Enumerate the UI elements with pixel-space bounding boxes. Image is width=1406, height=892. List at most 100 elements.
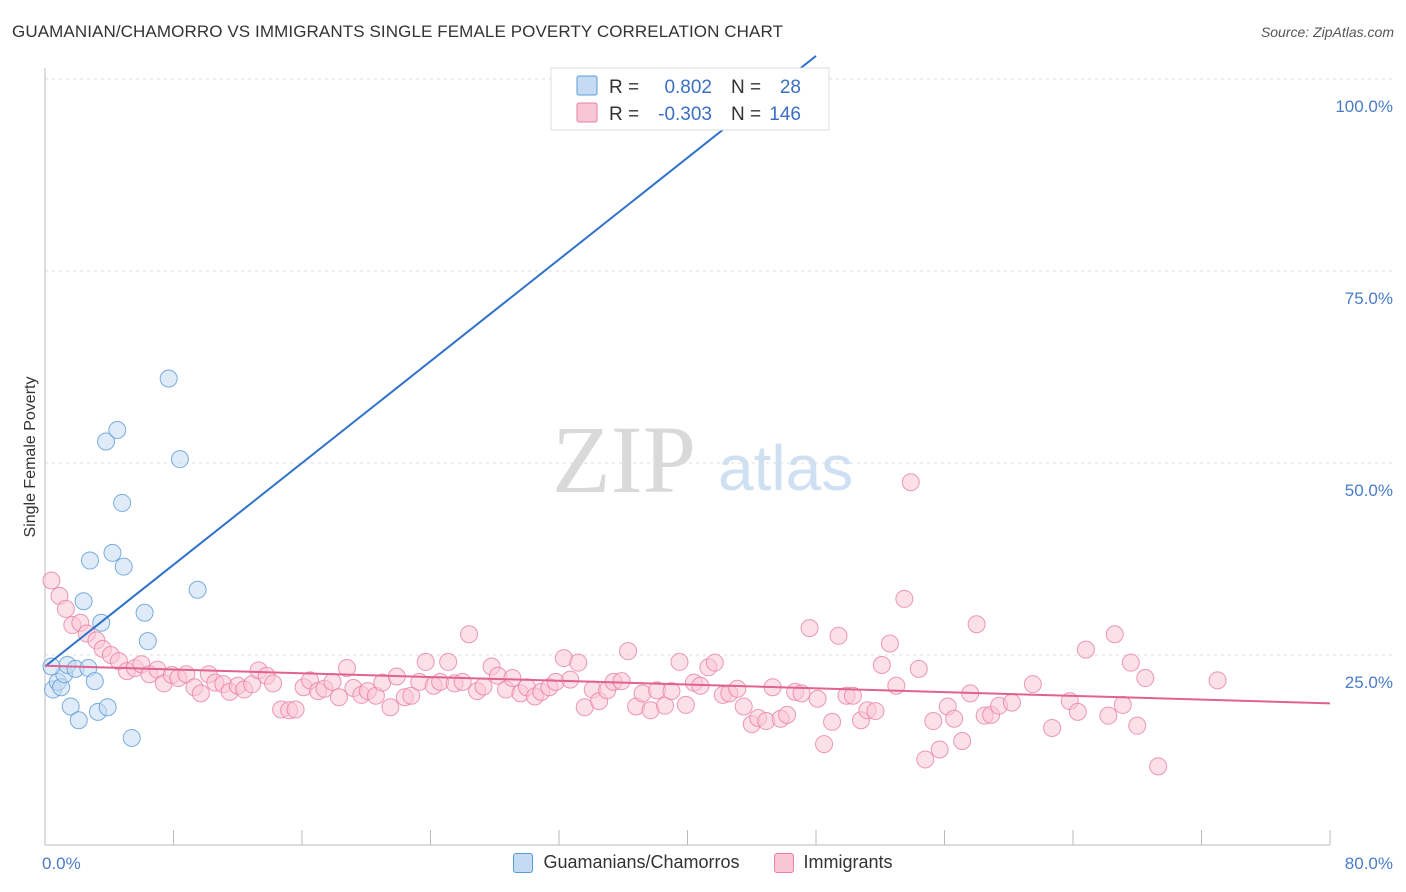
x-tick-label-left: 0.0%	[42, 854, 81, 873]
guamanian-point	[61, 697, 80, 716]
immigrants-point	[191, 684, 210, 703]
immigrants-point	[453, 672, 472, 691]
guamanian-point	[114, 557, 133, 576]
guamanian-point	[74, 592, 93, 611]
immigrants-point	[569, 653, 588, 672]
y-tick-label: 50.0%	[1345, 481, 1393, 500]
y-tick-label: 25.0%	[1345, 673, 1393, 692]
gridlines	[45, 78, 1392, 656]
immigrants-point	[895, 589, 914, 608]
immigrants-point	[792, 684, 811, 703]
x-tick-label-right: 80.0%	[1345, 854, 1393, 873]
immigrants-point	[56, 599, 75, 618]
guamanian-trend-line	[44, 55, 817, 668]
immigrants-point	[402, 686, 421, 705]
guamanian-point	[98, 698, 117, 717]
immigrants-point	[1208, 671, 1227, 690]
legend-swatch-icon	[773, 852, 794, 873]
immigrants-point	[909, 659, 928, 678]
legend-n-label-1: N =	[731, 77, 761, 98]
immigrants-point	[286, 700, 305, 719]
legend-label-guamanians: Guamanians/Chamorros	[543, 852, 740, 872]
guamanian-point	[159, 369, 178, 388]
immigrants-point	[416, 652, 435, 671]
y-axis-label: Single Female Poverty	[22, 377, 39, 538]
legend-n-value-1: 28	[780, 77, 801, 98]
immigrants-point	[916, 750, 935, 769]
immigrants-point	[1076, 640, 1095, 659]
trend-lines	[44, 55, 1331, 705]
immigrants-point	[945, 709, 964, 728]
guamanian-point	[138, 632, 157, 651]
legend-r-value-1: 0.802	[664, 77, 712, 98]
immigrants-point	[1068, 702, 1087, 721]
immigrants-point	[460, 625, 479, 644]
immigrants-point	[800, 619, 819, 638]
legend-item-immigrants[interactable]: Immigrants	[773, 852, 893, 873]
immigrants-point	[1043, 718, 1062, 737]
legend-r-label-2: R =	[609, 104, 639, 125]
legend-swatch-immigrants	[576, 102, 598, 123]
immigrants-point	[1113, 695, 1132, 714]
immigrants-point	[670, 652, 689, 671]
immigrants-point	[823, 712, 842, 731]
immigrants-trend-line	[44, 664, 1331, 705]
immigrants-point	[778, 705, 797, 724]
immigrants-point	[1121, 653, 1140, 672]
guamanian-point	[85, 672, 104, 691]
immigrants-point	[880, 634, 899, 653]
legend-item-guamanians[interactable]: Guamanians/Chamorros	[513, 852, 740, 873]
guamanian-point	[135, 603, 154, 622]
legend-r-label-1: R =	[609, 77, 639, 98]
immigrants-point	[474, 677, 493, 696]
immigrants-point	[808, 689, 827, 708]
immigrants-point	[42, 571, 61, 590]
guamanian-point	[113, 493, 132, 512]
axes	[44, 68, 1331, 846]
immigrants-point	[1149, 757, 1168, 776]
tick-labels: 25.0% 50.0% 75.0% 100.0% 0.0% 80.0%	[42, 97, 1393, 873]
immigrants-point	[924, 712, 943, 731]
guamanian-point	[122, 728, 141, 747]
immigrants-point	[264, 674, 283, 693]
legend-swatch-icon	[513, 852, 534, 873]
guamanian-point	[97, 432, 116, 451]
watermark-atlas: atlas	[718, 432, 853, 504]
immigrants-point	[1105, 625, 1124, 644]
immigrants-point	[829, 626, 848, 645]
watermark-zip: ZIP	[552, 406, 696, 513]
immigrants-point	[930, 740, 949, 759]
immigrants-point	[953, 732, 972, 751]
immigrants-point	[872, 655, 891, 674]
immigrants-point	[439, 652, 458, 671]
data-points	[42, 70, 1227, 776]
immigrants-point	[561, 670, 580, 689]
immigrants-point	[337, 659, 356, 678]
series-legend: Guamanians/Chamorros Immigrants	[0, 852, 1406, 873]
immigrants-point	[705, 653, 724, 672]
immigrants-point	[619, 642, 638, 661]
immigrants-point	[1002, 693, 1021, 712]
immigrants-point	[676, 695, 695, 714]
guamanian-point	[170, 450, 189, 469]
immigrants-point	[843, 686, 862, 705]
immigrants-point	[503, 669, 522, 688]
immigrants-point	[815, 735, 834, 754]
immigrants-point	[967, 615, 986, 634]
legend-label-immigrants: Immigrants	[803, 852, 893, 872]
guamanian-point	[188, 580, 207, 599]
immigrants-point	[1023, 675, 1042, 694]
stats-legend: R = 0.802 N = 28 R = -0.303 N = 146	[550, 67, 830, 131]
immigrants-point	[734, 697, 753, 716]
guamanian-point	[80, 551, 99, 570]
immigrants-point	[866, 702, 885, 721]
immigrants-point	[323, 672, 342, 691]
y-tick-label: 100.0%	[1335, 97, 1393, 116]
chart-title: GUAMANIAN/CHAMORRO VS IMMIGRANTS SINGLE …	[12, 22, 784, 41]
guamanian-point	[69, 711, 88, 730]
immigrants-point	[1099, 706, 1118, 725]
legend-n-label-2: N =	[731, 104, 761, 125]
legend-r-value-2: -0.303	[658, 104, 712, 125]
immigrants-point	[381, 698, 400, 717]
